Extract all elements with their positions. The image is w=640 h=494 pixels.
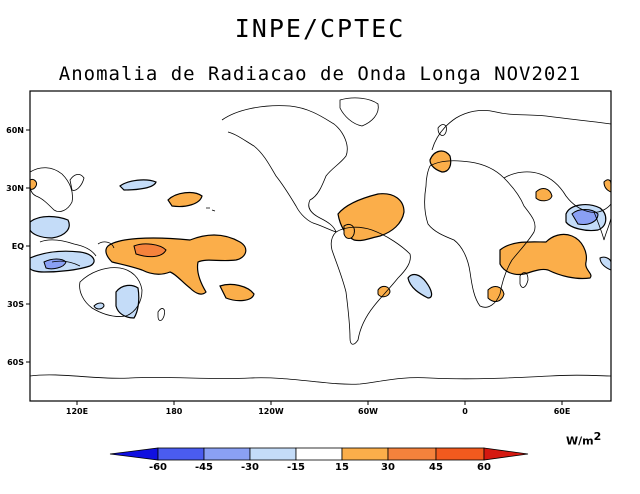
colorbar-tick-label: 60 [477, 462, 491, 473]
colorbar: -60 -45 -30 -15 15 30 45 60 [109, 447, 529, 473]
lon-label: 180 [166, 407, 183, 416]
coastline-australia [79, 267, 143, 317]
lon-label: 60W [358, 407, 378, 416]
units-base: W/m [566, 434, 594, 448]
coastline-new-zealand [157, 308, 165, 321]
positive-anomaly-region [499, 233, 592, 280]
coastline-south-america [330, 226, 411, 345]
coastline-japan [69, 174, 85, 191]
coastline-east-asia [30, 167, 73, 212]
colorbar-segment [203, 447, 251, 461]
map-content [30, 97, 611, 385]
lat-label: 30S [7, 300, 24, 309]
positive-anomaly-region [487, 286, 505, 302]
colorbar-segment [483, 447, 529, 461]
positive-anomaly-region [603, 179, 611, 193]
positive-anomaly-core [133, 243, 167, 258]
positive-anomaly-region [167, 191, 203, 208]
colorbar-segment [387, 447, 437, 461]
lon-label: 120E [66, 407, 88, 416]
coastline-europe [431, 110, 611, 151]
coastline-africa [424, 160, 536, 308]
colorbar-tick-label: -15 [287, 462, 305, 473]
positive-anomaly-region [343, 223, 355, 239]
positive-anomaly-region [377, 285, 391, 298]
colorbar-tick-label: -30 [241, 462, 259, 473]
negative-anomaly-region [93, 302, 105, 310]
colorbar-tick-label: 15 [335, 462, 349, 473]
coastline-north-america [221, 105, 348, 233]
negative-anomaly-core [571, 209, 599, 225]
lon-label: 60E [554, 407, 571, 416]
lat-label: 60S [7, 358, 24, 367]
lat-label: EQ [12, 242, 24, 251]
positive-anomaly-region [535, 188, 553, 202]
coastline-madagascar [519, 272, 529, 288]
lat-label: 60N [6, 126, 24, 135]
coastlines [30, 97, 611, 385]
coastline-british-isles [437, 124, 447, 136]
colorbar-segment [295, 447, 343, 461]
negative-anomaly-region [407, 273, 433, 299]
coastline-hawaii [206, 207, 216, 212]
positive-anomaly-region [429, 150, 452, 173]
colorbar-tick-label: -60 [149, 462, 167, 473]
positive-anomaly-region [219, 283, 255, 302]
negative-anomaly-region [599, 256, 611, 271]
coastline-indonesia [39, 239, 115, 267]
negative-anomaly-region [30, 215, 70, 239]
negative-anomaly-region [115, 284, 140, 319]
coastline-india [593, 211, 611, 241]
coastline-greenland [339, 97, 379, 127]
colorbar-segment [249, 447, 297, 461]
latitude-axis: 60N 30N EQ 30S 60S [6, 126, 30, 367]
units-label: W/m2 [566, 430, 601, 448]
colorbar-segment [109, 447, 159, 461]
page-title: INPE/CPTEC [234, 14, 406, 43]
colorbar-tick-label: 30 [381, 462, 395, 473]
lon-label: 120W [258, 407, 284, 416]
colorbar-segment [157, 447, 205, 461]
longitude-axis: 120E 180 120W 60W 0 60E [66, 401, 570, 416]
colorbar-segment [341, 447, 389, 461]
positive-anomaly-region [30, 179, 37, 190]
colorbar-tick-label: 45 [429, 462, 443, 473]
colorbar-segment [435, 447, 485, 461]
lon-label: 0 [462, 407, 468, 416]
coastline-antarctica [30, 374, 611, 385]
lat-label: 30N [6, 184, 24, 193]
coastline-asia [503, 171, 611, 213]
negative-anomaly-region [119, 179, 157, 191]
units-exponent: 2 [593, 430, 602, 443]
colorbar-tick-label: -45 [195, 462, 213, 473]
map-subtitle: Anomalia de Radiacao de Onda Longa NOV20… [58, 63, 582, 85]
